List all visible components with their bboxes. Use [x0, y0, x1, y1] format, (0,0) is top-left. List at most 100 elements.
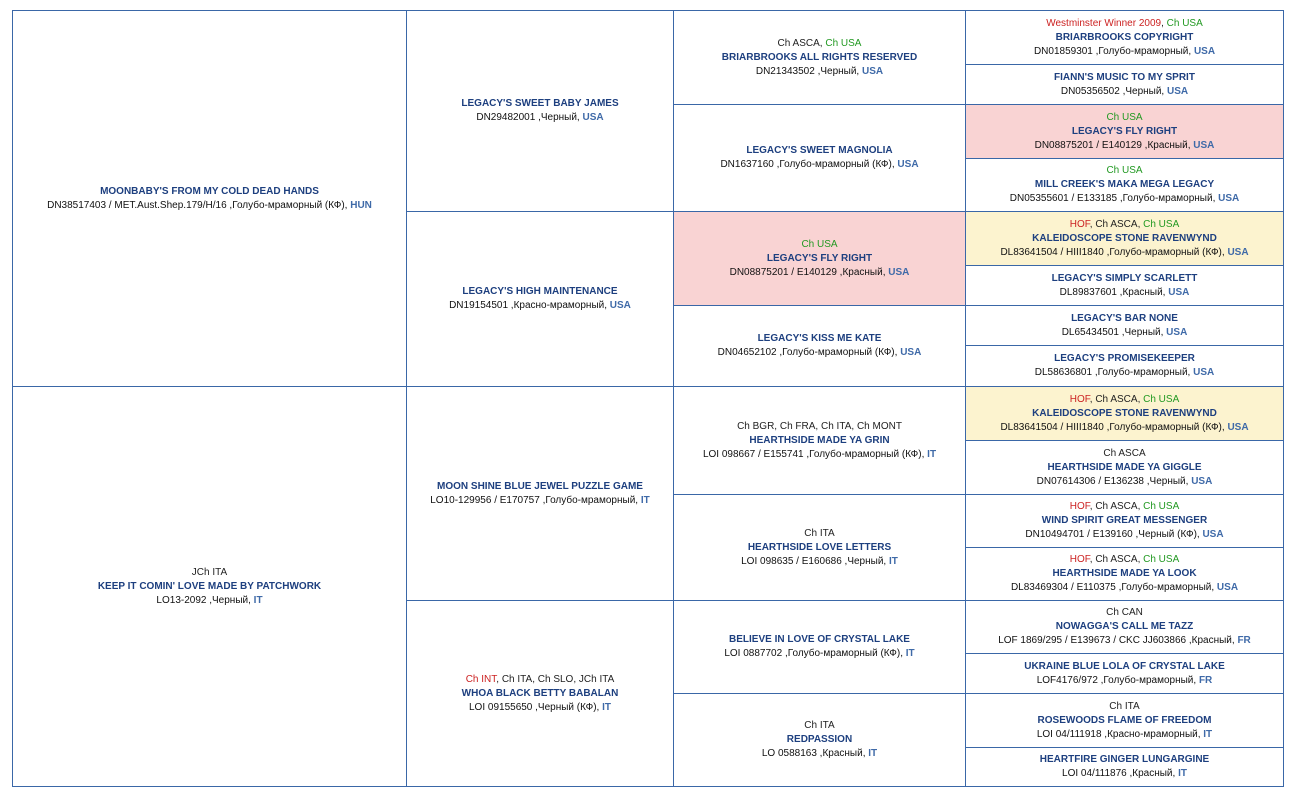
dog-registration-info: DN38517403 / MET.Aust.Shep.179/H/16 ,Гол…	[47, 199, 372, 213]
dog-titles: HOF, Ch ASCA, Ch USA	[1070, 553, 1180, 567]
country-code: FR	[1198, 674, 1213, 686]
dog-name-link[interactable]: LEGACY'S KISS ME KATE	[757, 333, 882, 344]
dog-name-link[interactable]: UKRAINE BLUE LOLA OF CRYSTAL LAKE	[1024, 660, 1225, 672]
dog-name-link[interactable]: LEGACY'S FLY RIGHT	[1071, 125, 1178, 137]
country-code: USA	[1216, 582, 1239, 593]
dog-name-link[interactable]: LEGACY'S FLY RIGHT	[766, 252, 873, 264]
pedigree-cell-g4_1: Westminster Winner 2009, Ch USA BRIARBROO…	[965, 10, 1284, 65]
registration-and-color: DL83641504 / HIII1840 ,Голубо-мраморный …	[1000, 421, 1228, 433]
pedigree-cell-g4_13: Ch CAN NOWAGGA'S CALL ME TAZZ LOF 1869/295…	[965, 600, 1284, 654]
dog-titles: HOF, Ch ASCA, Ch USA	[1070, 218, 1180, 232]
pedigree-cell-g3_6: Ch ITA HEARTHSIDE LOVE LETTERS LOI 098635 …	[673, 494, 966, 601]
pedigree-cell-g4_6: LEGACY'S SIMPLY SCARLETT DL89837601 ,Крас…	[965, 265, 1284, 306]
dog-name-link[interactable]: LEGACY'S BAR NONE	[1071, 312, 1178, 324]
title-badge: Ch ASCA	[1095, 393, 1138, 405]
title-badge: HOF	[1069, 554, 1090, 565]
pedigree-cell-g4_10: Ch ASCA HEARTHSIDE MADE YA GIGGLE DN076143…	[965, 440, 1284, 495]
dog-titles: Ch ASCA, Ch USA	[778, 37, 862, 51]
dog-name-link[interactable]: WHOA BLACK BETTY BABALAN	[461, 687, 619, 699]
title-badge: HOF	[1069, 393, 1090, 405]
pedigree-cell-g3_2: LEGACY'S SWEET MAGNOLIA DN1637160 ,Голубо…	[673, 104, 966, 212]
country-code: IT	[253, 594, 263, 606]
dog-name-link[interactable]: BRIARBROOKS COPYRIGHT	[1055, 31, 1194, 43]
title-badge: Ch ITA	[501, 673, 533, 685]
dog-name-link[interactable]: LEGACY'S SWEET BABY JAMES	[461, 98, 619, 109]
dog-name-link[interactable]: MOON SHINE BLUE JEWEL PUZZLE GAME	[437, 480, 643, 492]
dog-registration-info: DN01859301 ,Голубо-мраморный, USA	[1034, 45, 1215, 59]
dog-titles: Ch BGR, Ch FRA, Ch ITA, Ch MONT	[737, 420, 902, 434]
registration-and-color: LOF 1869/295 / E139673 / CKC JJ603866 ,К…	[998, 635, 1238, 646]
dog-name-link[interactable]: HEARTHSIDE MADE YA GIGGLE	[1047, 461, 1202, 473]
country-code: USA	[862, 65, 884, 77]
title-separator: ,	[1137, 501, 1144, 512]
dog-registration-info: DL89837601 ,Красный, USA	[1060, 286, 1190, 300]
country-code: USA	[1218, 193, 1240, 204]
dog-registration-info: DN19154501 ,Красно-мраморный, USA	[449, 299, 631, 313]
dog-name-link[interactable]: BRIARBROOKS ALL RIGHTS RESERVED	[721, 51, 918, 63]
registration-and-color: LOI 09155650 ,Черный (КФ),	[468, 701, 603, 713]
dog-name-link[interactable]: HEARTHSIDE LOVE LETTERS	[747, 541, 892, 553]
title-badge: Ch BGR	[737, 420, 775, 432]
title-separator: ,	[1089, 501, 1096, 512]
dog-name-link[interactable]: LEGACY'S SWEET MAGNOLIA	[746, 145, 893, 156]
pedigree-cell-g4_4: Ch USA MILL CREEK'S MAKA MEGA LEGACY DN053…	[965, 158, 1284, 212]
title-badge: Ch USA	[1166, 17, 1203, 29]
dog-name-link[interactable]: FIANN'S MUSIC TO MY SPRIT	[1054, 71, 1195, 83]
registration-and-color: LOI 04/111918 ,Красно-мраморный,	[1036, 728, 1204, 740]
country-code: USA	[1166, 326, 1188, 338]
dog-name-link[interactable]: LEGACY'S SIMPLY SCARLETT	[1051, 272, 1198, 284]
dog-name-link[interactable]: KEEP IT COMIN' LOVE MADE BY PATCHWORK	[97, 580, 322, 592]
title-badge: Ch USA	[1143, 501, 1180, 512]
pedigree-cell-g4_7: LEGACY'S BAR NONE DL65434501 ,Черный, USA	[965, 305, 1284, 346]
dog-name-link[interactable]: BELIEVE IN LOVE OF CRYSTAL LAKE	[729, 634, 910, 645]
title-badge: HOF	[1069, 501, 1090, 512]
title-badge: Ch USA	[801, 238, 838, 250]
title-separator: ,	[815, 420, 821, 432]
dog-name-link[interactable]: LEGACY'S HIGH MAINTENANCE	[462, 286, 618, 297]
registration-and-color: DN08875201 / E140129 ,Красный,	[1034, 139, 1194, 151]
country-code: USA	[897, 159, 919, 170]
title-separator: ,	[1161, 17, 1167, 29]
dog-name-link[interactable]: HEARTHSIDE MADE YA LOOK	[1052, 568, 1197, 579]
country-code: USA	[1193, 139, 1215, 151]
country-code: IT	[1178, 768, 1187, 779]
dog-registration-info: LOI 04/111876 ,Красный, IT	[1062, 767, 1187, 781]
title-badge: JCh ITA	[578, 673, 615, 685]
dog-registration-info: LOF4176/972 ,Голубо-мраморный, FR	[1037, 674, 1213, 688]
pedigree-cell-g3_4: LEGACY'S KISS ME KATE DN04652102 ,Голубо-…	[673, 305, 966, 387]
registration-and-color: DL83469304 / E110375 ,Голубо-мраморный,	[1010, 582, 1217, 593]
pedigree-table: MOONBABY'S FROM MY COLD DEAD HANDS DN3851…	[12, 10, 1284, 787]
dog-name-link[interactable]: ROSEWOODS FLAME OF FREEDOM	[1037, 714, 1212, 726]
title-badge: HOF	[1069, 218, 1090, 230]
country-code: USA	[888, 266, 910, 278]
dog-registration-info: DN05356502 ,Черный, USA	[1061, 85, 1188, 99]
dog-name-link[interactable]: HEARTHSIDE MADE YA GRIN	[749, 434, 890, 446]
dog-registration-info: LOI 098635 / E160686 ,Черный, IT	[741, 555, 898, 569]
dog-name-link[interactable]: LEGACY'S PROMISEKEEPER	[1054, 353, 1195, 364]
registration-and-color: LOI 098635 / E160686 ,Черный,	[741, 555, 889, 567]
dog-registration-info: DN1637160 ,Голубо-мраморный (КФ), USA	[720, 158, 918, 172]
dog-registration-info: LO 0588163 ,Красный, IT	[762, 747, 877, 761]
country-code: USA	[1193, 367, 1215, 378]
pedigree-cell-g4_15: Ch ITA ROSEWOODS FLAME OF FREEDOM LOI 04/1…	[965, 693, 1284, 748]
title-separator: ,	[819, 37, 826, 49]
dog-name-link[interactable]: REDPASSION	[786, 734, 853, 745]
title-badge: Ch ASCA	[1095, 501, 1138, 512]
dog-name-link[interactable]: WIND SPIRIT GREAT MESSENGER	[1041, 515, 1208, 526]
registration-and-color: DN01859301 ,Голубо-мраморный,	[1033, 45, 1194, 57]
dog-name-link[interactable]: MOONBABY'S FROM MY COLD DEAD HANDS	[100, 185, 319, 197]
dog-name-link[interactable]: KALEIDOSCOPE STONE RAVENWYND	[1032, 407, 1217, 419]
title-badge: Ch USA	[1143, 554, 1180, 565]
registration-and-color: DN05355601 / E133185 ,Голубо-мраморный,	[1009, 193, 1219, 204]
dog-name-link[interactable]: MILL CREEK'S MAKA MEGA LEGACY	[1034, 179, 1215, 190]
title-separator: ,	[1137, 218, 1144, 230]
pedigree-cell-g4_16: HEARTFIRE GINGER LUNGARGINE LOI 04/111876…	[965, 747, 1284, 787]
country-code: IT	[868, 748, 878, 759]
registration-and-color: LOF4176/972 ,Голубо-мраморный,	[1036, 674, 1199, 686]
dog-name-link[interactable]: HEARTFIRE GINGER LUNGARGINE	[1039, 754, 1210, 765]
country-code: IT	[905, 648, 915, 659]
title-separator: ,	[496, 673, 502, 685]
dog-name-link[interactable]: NOWAGGA'S CALL ME TAZZ	[1055, 621, 1194, 632]
title-badge: Ch FRA	[779, 420, 816, 432]
dog-name-link[interactable]: KALEIDOSCOPE STONE RAVENWYND	[1032, 232, 1217, 244]
